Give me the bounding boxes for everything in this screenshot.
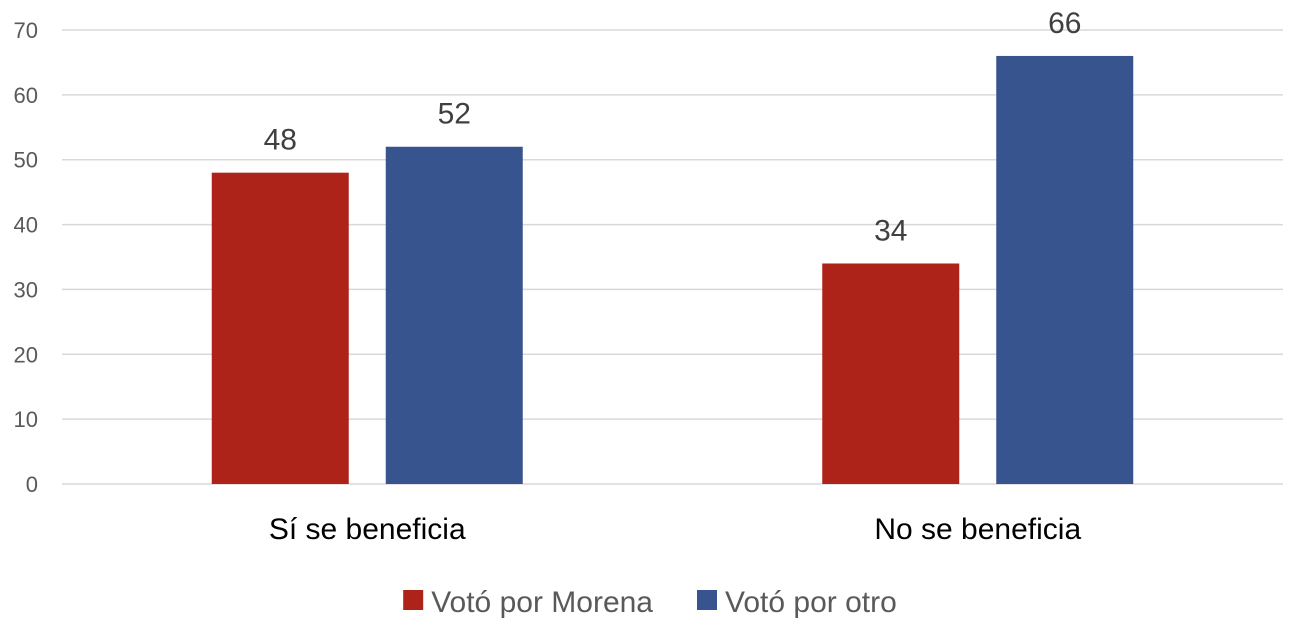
bar-morena-si (211, 172, 349, 484)
y-tick-label: 30 (14, 277, 38, 302)
bar-morena-no (822, 263, 960, 484)
bar-otro-no (996, 55, 1134, 484)
data-label: 52 (438, 98, 471, 131)
y-tick-label: 60 (14, 83, 38, 108)
y-axis-ticks: 0 10 20 30 40 50 60 70 (14, 18, 38, 497)
data-label: 34 (874, 214, 907, 247)
category-label: Sí se beneficia (269, 513, 466, 546)
y-tick-label: 70 (14, 18, 38, 43)
data-label: 48 (264, 124, 297, 157)
legend-swatch (403, 590, 424, 610)
y-tick-label: 40 (14, 213, 38, 238)
category-label: No se beneficia (874, 513, 1081, 546)
bar-otro-si (385, 146, 523, 484)
y-tick-label: 50 (14, 148, 38, 173)
bars (211, 55, 1134, 484)
data-label: 66 (1048, 7, 1081, 40)
y-tick-label: 20 (14, 342, 38, 367)
legend: Votó por Morena Votó por otro (403, 586, 897, 619)
data-labels: 48 52 34 66 (264, 7, 1082, 248)
y-tick-label: 10 (14, 407, 38, 432)
x-axis-categories: Sí se beneficia No se beneficia (269, 513, 1082, 546)
legend-swatch (697, 590, 718, 610)
y-tick-label: 0 (26, 472, 38, 497)
legend-label: Votó por Morena (431, 586, 653, 619)
legend-label: Votó por otro (725, 586, 897, 619)
